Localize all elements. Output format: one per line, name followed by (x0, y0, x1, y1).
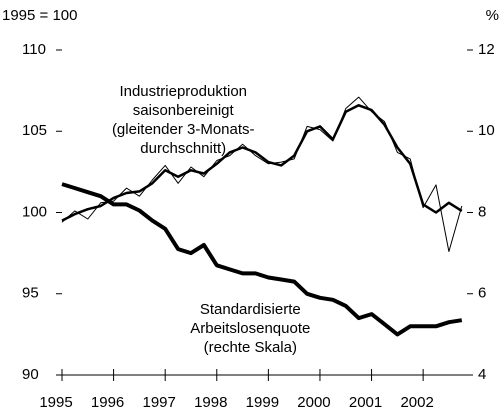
series-line (61, 104, 463, 222)
y-tick-label: 105 (22, 122, 47, 139)
x-tick-label: 2002 (400, 394, 433, 411)
y-unit-label: 1995 = 100 (2, 7, 78, 24)
annotation: saisonbereinigt (133, 102, 235, 119)
x-tick-label: 1997 (142, 394, 175, 411)
y2-unit-label: % (486, 7, 499, 24)
y-tick-label: 95 (22, 285, 39, 302)
annotation: Industrieproduktion (119, 83, 247, 100)
y2-tick-label: 12 (478, 41, 495, 58)
x-tick-label: 1996 (91, 394, 124, 411)
x-tick-label: 1999 (246, 394, 279, 411)
annotation: Arbeitslosenquote (190, 320, 310, 337)
annotation: (gleitender 3-Monats- (112, 121, 255, 138)
y2-tick-label: 10 (478, 122, 495, 139)
annotation: Standardisierte (200, 301, 301, 318)
y2-tick-label: 6 (478, 285, 486, 302)
y-tick-label: 110 (22, 41, 46, 58)
y-tick-label: 90 (22, 366, 39, 383)
y-tick-label: 100 (22, 203, 47, 220)
x-tick-label: 1998 (194, 394, 227, 411)
series-line (61, 182, 463, 337)
y2-tick-label: 4 (478, 366, 486, 383)
x-tick-label: 2001 (349, 394, 382, 411)
y2-tick-label: 8 (478, 203, 486, 220)
annotation: (rechte Skala) (204, 339, 297, 356)
x-tick-label: 1995 (39, 394, 72, 411)
series-line (61, 96, 463, 252)
annotation: durchschnitt) (140, 140, 226, 157)
x-tick-label: 2000 (297, 394, 330, 411)
